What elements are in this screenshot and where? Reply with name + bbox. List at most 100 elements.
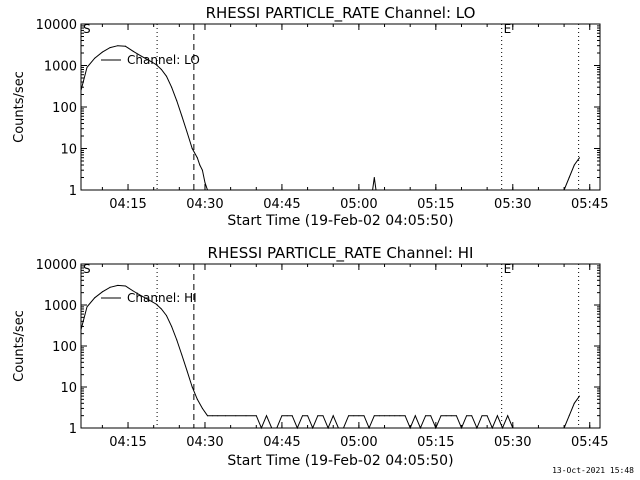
data-point bbox=[348, 415, 350, 417]
data-point bbox=[445, 415, 447, 417]
data-point bbox=[166, 75, 167, 77]
data-point bbox=[186, 370, 188, 372]
y-tick-label: 10 bbox=[60, 143, 77, 158]
series-line bbox=[80, 284, 580, 430]
data-point bbox=[191, 148, 193, 149]
data-point bbox=[166, 315, 167, 317]
data-point bbox=[404, 415, 406, 417]
data-point bbox=[317, 415, 319, 417]
data-point bbox=[302, 415, 303, 417]
data-point bbox=[155, 64, 157, 66]
y-tick-label: 1000 bbox=[44, 299, 77, 314]
data-point bbox=[101, 291, 103, 293]
x-axis-label: Start Time (19-Feb-02 04:05:50) bbox=[227, 453, 453, 469]
data-point bbox=[140, 295, 142, 297]
data-point bbox=[132, 50, 134, 52]
data-point bbox=[204, 182, 206, 184]
data-point bbox=[568, 177, 570, 178]
data-point bbox=[353, 415, 355, 417]
data-point bbox=[512, 427, 514, 429]
data-point bbox=[337, 427, 339, 429]
data-point bbox=[94, 57, 96, 59]
data-point bbox=[140, 55, 142, 57]
data-point bbox=[286, 415, 288, 417]
data-point bbox=[368, 427, 370, 429]
time-marker-label: S bbox=[83, 22, 91, 36]
data-point bbox=[117, 45, 119, 47]
data-point bbox=[579, 157, 580, 159]
data-point bbox=[471, 415, 473, 417]
y-tick-label: 10 bbox=[60, 381, 77, 396]
x-tick-label: 04:30 bbox=[186, 435, 223, 450]
data-point bbox=[176, 100, 178, 102]
data-point bbox=[266, 415, 267, 417]
data-point bbox=[148, 59, 149, 61]
data-point bbox=[466, 415, 468, 417]
data-point bbox=[399, 415, 401, 417]
data-point bbox=[225, 415, 226, 417]
data-point bbox=[201, 169, 203, 171]
data-point bbox=[245, 415, 247, 417]
data-point bbox=[312, 427, 314, 429]
x-tick-label: 04:45 bbox=[263, 435, 300, 450]
data-point bbox=[563, 427, 565, 429]
data-point bbox=[394, 415, 396, 417]
x-tick-label: 05:45 bbox=[571, 197, 608, 212]
data-point bbox=[80, 329, 82, 331]
x-tick-label: 04:45 bbox=[263, 197, 300, 212]
data-point bbox=[181, 115, 183, 117]
data-point bbox=[372, 189, 374, 191]
data-point bbox=[573, 402, 575, 404]
legend-label: Channel: HI bbox=[127, 291, 197, 305]
chart-title: RHESSI PARTICLE_RATE Channel: LO bbox=[206, 4, 476, 23]
data-point bbox=[568, 415, 570, 417]
data-point bbox=[260, 427, 262, 429]
data-point bbox=[125, 285, 126, 287]
data-point bbox=[201, 407, 203, 409]
data-point bbox=[435, 427, 437, 429]
data-point bbox=[191, 386, 193, 388]
data-point bbox=[307, 415, 309, 417]
data-point bbox=[491, 427, 493, 429]
data-point bbox=[181, 354, 183, 356]
footer-timestamp: 13-Oct-2021 15:48 bbox=[552, 466, 634, 475]
data-point bbox=[332, 415, 334, 417]
data-point bbox=[389, 415, 391, 417]
data-point bbox=[199, 164, 201, 166]
data-point bbox=[375, 189, 377, 191]
data-point bbox=[160, 69, 162, 70]
data-point bbox=[235, 415, 237, 417]
data-point bbox=[440, 415, 442, 417]
data-point bbox=[378, 415, 380, 417]
y-tick-label: 10000 bbox=[36, 18, 77, 33]
data-point bbox=[101, 51, 103, 53]
data-point bbox=[214, 189, 216, 191]
data-point bbox=[373, 177, 375, 178]
time-marker-label: E bbox=[504, 262, 512, 276]
data-point bbox=[109, 47, 111, 49]
data-point bbox=[271, 427, 273, 429]
data-point bbox=[219, 189, 221, 191]
data-point bbox=[363, 415, 365, 417]
data-point bbox=[461, 427, 462, 429]
data-point bbox=[573, 164, 575, 166]
x-tick-label: 05:45 bbox=[571, 435, 608, 450]
data-point bbox=[425, 415, 427, 417]
data-point bbox=[207, 415, 208, 417]
data-point bbox=[563, 189, 565, 191]
data-point bbox=[80, 90, 82, 91]
x-axis-label: Start Time (19-Feb-02 04:05:50) bbox=[227, 213, 453, 229]
data-point bbox=[409, 427, 411, 429]
data-point bbox=[507, 415, 509, 417]
y-axis-label: Counts/sec bbox=[12, 71, 27, 143]
x-tick-label: 05:15 bbox=[417, 435, 454, 450]
data-point bbox=[225, 189, 226, 191]
data-point bbox=[196, 398, 198, 400]
data-point bbox=[358, 415, 360, 417]
data-point bbox=[125, 45, 126, 47]
y-tick-label: 10000 bbox=[36, 258, 77, 273]
data-point bbox=[171, 86, 173, 88]
data-point bbox=[148, 299, 149, 301]
data-point bbox=[196, 157, 198, 159]
data-point bbox=[384, 415, 385, 417]
